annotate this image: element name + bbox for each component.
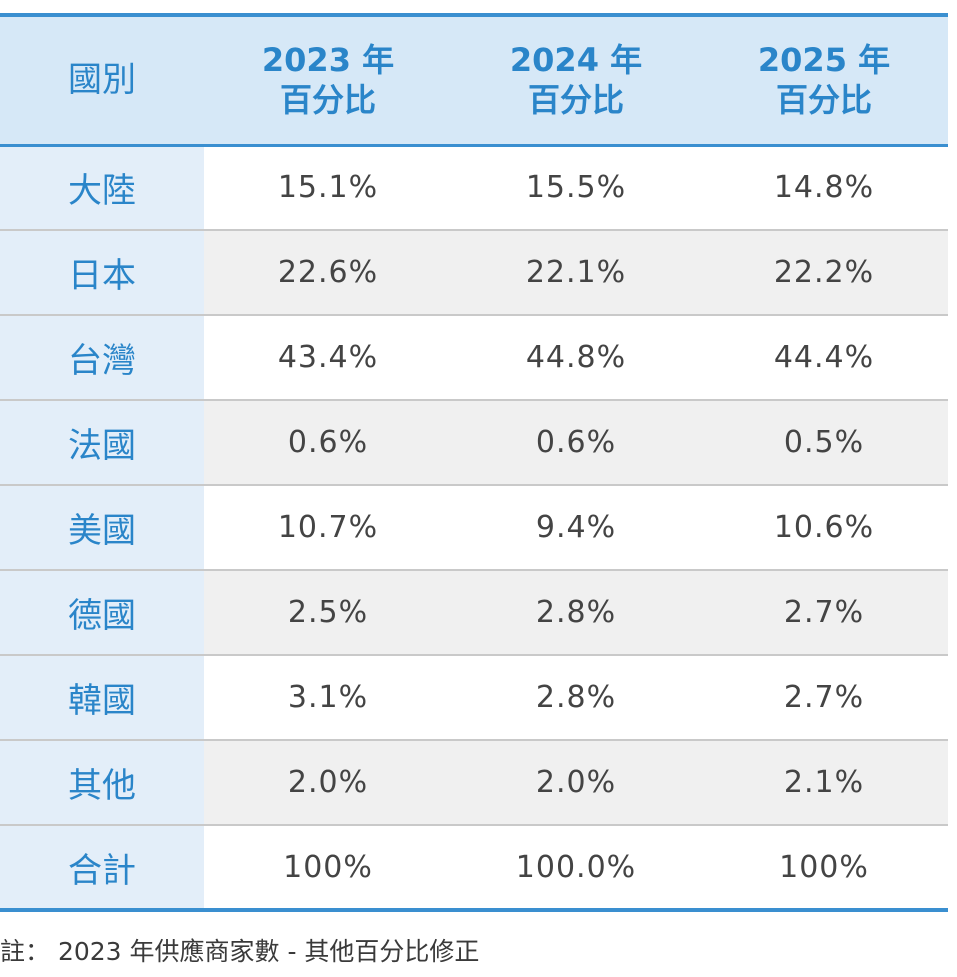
supplier-share-table: 國別 2023 年 百分比 2024 年 百分比 2025 年 百分比 大陸 [0, 13, 948, 912]
table-row: 大陸 15.1% 15.5% 14.8% [0, 145, 948, 231]
value-cell-2025: 2.7% [700, 570, 948, 656]
value-cell-2023: 10.7% [204, 485, 452, 571]
table-header-row: 國別 2023 年 百分比 2024 年 百分比 2025 年 百分比 [0, 13, 948, 147]
country-cell-total: 合計 [0, 825, 204, 912]
country-cell: 台灣 [0, 315, 204, 401]
value-cell-2025: 22.2% [700, 230, 948, 316]
table-row: 德國 2.5% 2.8% 2.7% [0, 570, 948, 656]
value-cell-2023: 43.4% [204, 315, 452, 401]
total-cell-2023: 100% [204, 825, 452, 912]
value-cell-2023: 3.1% [204, 655, 452, 741]
header-2025: 2025 年 百分比 [700, 13, 948, 147]
table-row: 韓國 3.1% 2.8% 2.7% [0, 655, 948, 741]
value-cell-2024: 2.8% [452, 655, 700, 741]
value-cell-2023: 15.1% [204, 145, 452, 231]
country-cell: 美國 [0, 485, 204, 571]
supplier-share-table-container: 國別 2023 年 百分比 2024 年 百分比 2025 年 百分比 大陸 [0, 13, 948, 912]
header-country: 國別 [0, 13, 204, 147]
table-row: 台灣 43.4% 44.8% 44.4% [0, 315, 948, 401]
value-cell-2023: 2.5% [204, 570, 452, 656]
table-row: 法國 0.6% 0.6% 0.5% [0, 400, 948, 486]
footnote: 註： 2023 年供應商家數 - 其他百分比修正 [0, 937, 480, 966]
total-cell-2024: 100.0% [452, 825, 700, 912]
value-cell-2024: 44.8% [452, 315, 700, 401]
value-cell-2024: 0.6% [452, 400, 700, 486]
value-cell-2024: 2.0% [452, 740, 700, 826]
table-row-total: 合計 100% 100.0% 100% [0, 825, 948, 912]
value-cell-2023: 22.6% [204, 230, 452, 316]
header-2025-year: 2025 年 [757, 41, 891, 80]
country-cell: 德國 [0, 570, 204, 656]
table-row: 美國 10.7% 9.4% 10.6% [0, 485, 948, 571]
header-2023-year: 2023 年 [261, 41, 395, 80]
value-cell-2023: 2.0% [204, 740, 452, 826]
value-cell-2025: 14.8% [700, 145, 948, 231]
table-row: 日本 22.6% 22.1% 22.2% [0, 230, 948, 316]
value-cell-2024: 9.4% [452, 485, 700, 571]
header-2024-unit: 百分比 [527, 81, 624, 120]
value-cell-2025: 0.5% [700, 400, 948, 486]
country-cell: 法國 [0, 400, 204, 486]
country-cell: 大陸 [0, 145, 204, 231]
country-cell: 日本 [0, 230, 204, 316]
value-cell-2023: 0.6% [204, 400, 452, 486]
header-2023-unit: 百分比 [279, 81, 376, 120]
value-cell-2025: 10.6% [700, 485, 948, 571]
table-row: 其他 2.0% 2.0% 2.1% [0, 740, 948, 826]
header-2025-unit: 百分比 [775, 81, 872, 120]
country-cell: 其他 [0, 740, 204, 826]
header-2024-year: 2024 年 [509, 41, 643, 80]
header-2023: 2023 年 百分比 [204, 13, 452, 147]
value-cell-2024: 22.1% [452, 230, 700, 316]
value-cell-2025: 2.7% [700, 655, 948, 741]
header-2024: 2024 年 百分比 [452, 13, 700, 147]
value-cell-2024: 15.5% [452, 145, 700, 231]
value-cell-2025: 44.4% [700, 315, 948, 401]
country-cell: 韓國 [0, 655, 204, 741]
header-country-label: 國別 [68, 60, 136, 101]
total-cell-2025: 100% [700, 825, 948, 912]
value-cell-2025: 2.1% [700, 740, 948, 826]
value-cell-2024: 2.8% [452, 570, 700, 656]
